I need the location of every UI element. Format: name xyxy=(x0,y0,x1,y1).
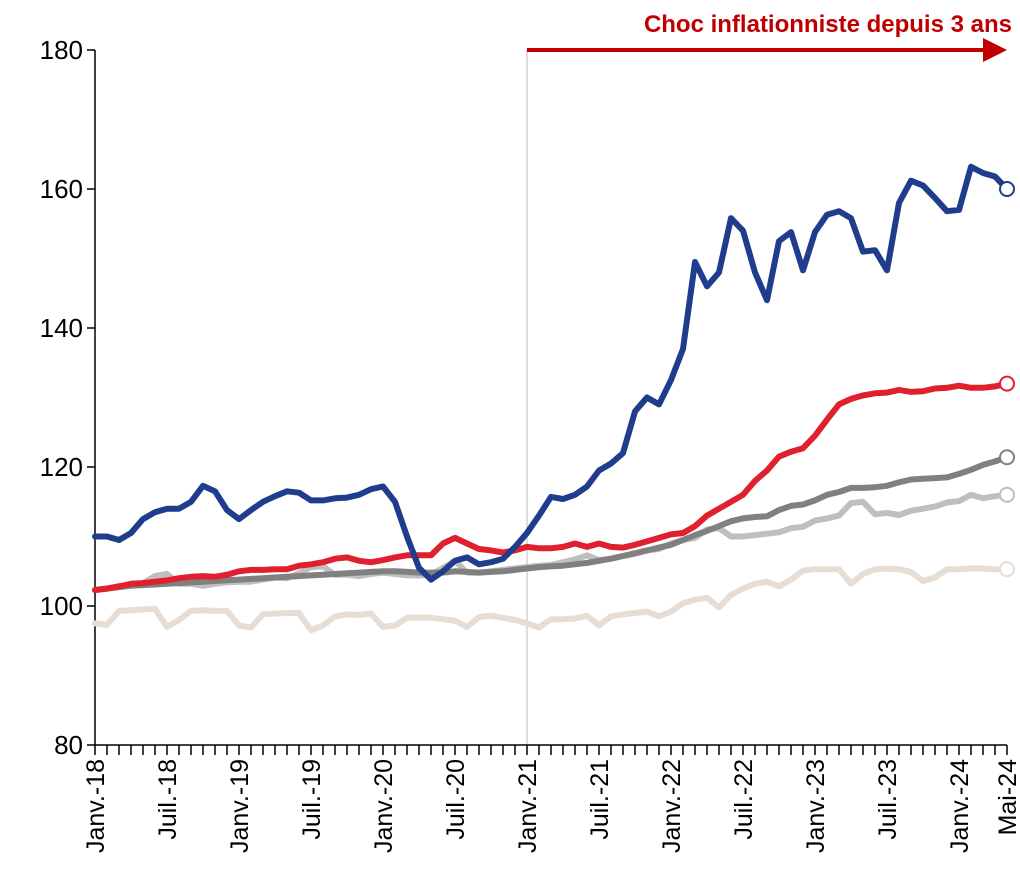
y-tick-label: 180 xyxy=(40,35,83,65)
y-tick-label: 120 xyxy=(40,452,83,482)
end-marker xyxy=(999,449,1015,466)
end-marker xyxy=(999,375,1015,392)
x-tick-label: Janv.-24 xyxy=(946,759,974,853)
x-tick-label: Janv.-22 xyxy=(658,759,686,853)
end-marker xyxy=(999,561,1015,578)
series-line xyxy=(92,454,1010,593)
x-tick-label: Mai-24 xyxy=(994,759,1020,836)
x-tick-label: Juil.-23 xyxy=(874,759,902,840)
x-tick-label: Juil.-18 xyxy=(154,759,182,840)
x-tick-label: Juil.-21 xyxy=(586,759,614,840)
x-tick-label: Janv.-23 xyxy=(802,759,830,853)
series-line xyxy=(92,163,1010,583)
x-tick-label: Janv.-19 xyxy=(226,759,254,853)
x-tick-label: Juil.-19 xyxy=(298,759,326,840)
series-line xyxy=(92,380,1010,593)
x-tick-label: Janv.-18 xyxy=(82,759,110,853)
annotation: Choc inflationniste depuis 3 ans xyxy=(644,11,1012,38)
y-tick-label: 80 xyxy=(54,730,83,760)
y-tick-label: 160 xyxy=(40,174,83,204)
y-tick-label: 100 xyxy=(40,591,83,621)
y-tick-label: 140 xyxy=(40,313,83,343)
end-marker xyxy=(999,181,1015,197)
x-tick-label: Juil.-20 xyxy=(442,759,470,840)
series-line xyxy=(92,565,1010,634)
x-tick-label: Juil.-22 xyxy=(730,759,758,840)
end-marker xyxy=(999,486,1015,503)
x-tick-label: Janv.-21 xyxy=(514,759,542,853)
x-tick-label: Janv.-20 xyxy=(370,759,398,853)
